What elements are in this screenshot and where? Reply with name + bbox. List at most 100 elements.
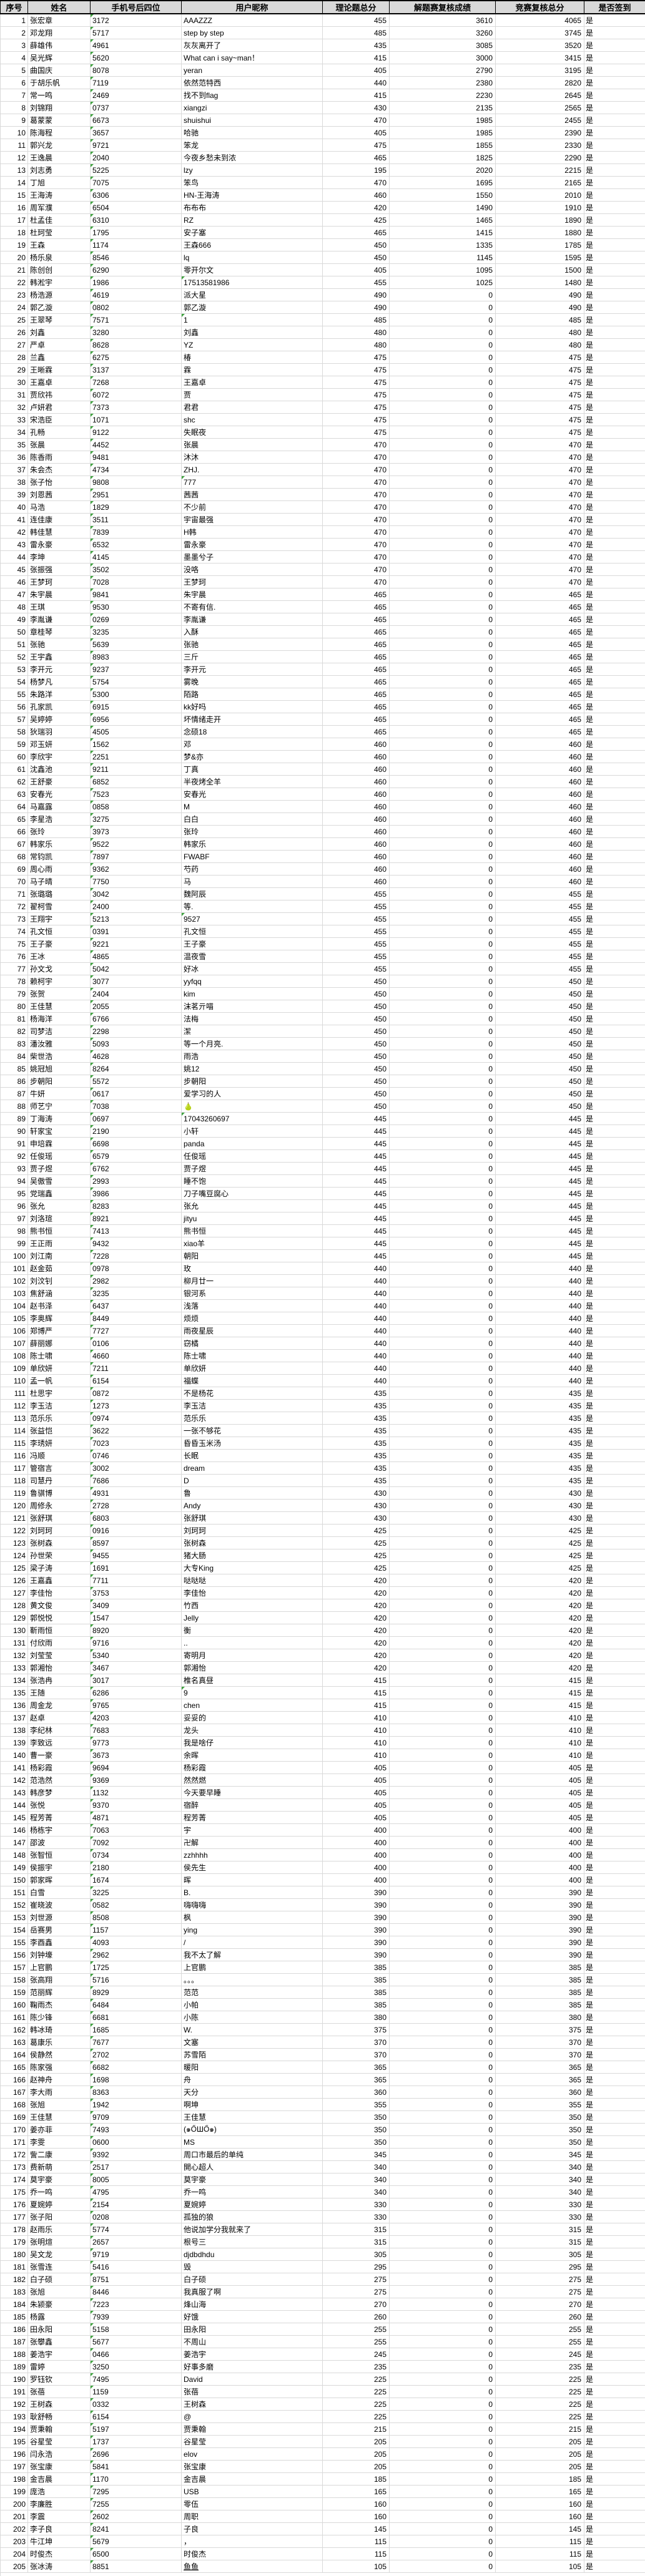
cell-signed_in[interactable]: 是 — [584, 414, 645, 426]
cell-signed_in[interactable]: 是 — [584, 426, 645, 439]
cell-theory_score[interactable]: 430 — [323, 102, 390, 114]
cell-index[interactable]: 44 — [1, 551, 28, 564]
cell-nickname[interactable]: 大专King — [182, 1562, 323, 1574]
cell-nickname[interactable]: step by step — [182, 27, 323, 39]
cell-total_score[interactable]: 410 — [496, 1749, 584, 1762]
cell-name[interactable]: 韩家乐 — [28, 838, 91, 851]
cell-nickname[interactable]: 9527 — [182, 913, 323, 925]
cell-signed_in[interactable]: 是 — [584, 2261, 645, 2273]
cell-total_score[interactable]: 355 — [496, 2099, 584, 2111]
cell-name[interactable]: 乔一鸣 — [28, 2186, 91, 2198]
cell-nickname[interactable]: 芍药 — [182, 863, 323, 876]
cell-total_score[interactable]: 2565 — [496, 102, 584, 114]
cell-theory_score[interactable]: 225 — [323, 2411, 390, 2423]
cell-signed_in[interactable]: 是 — [584, 638, 645, 651]
cell-signed_in[interactable]: 是 — [584, 326, 645, 339]
cell-theory_score[interactable]: 460 — [323, 189, 390, 202]
cell-total_score[interactable]: 450 — [496, 1100, 584, 1113]
cell-signed_in[interactable]: 是 — [584, 1262, 645, 1275]
cell-theory_score[interactable]: 465 — [323, 626, 390, 638]
cell-review_score[interactable]: 0 — [390, 1138, 496, 1150]
cell-nickname[interactable]: 啊坤 — [182, 2099, 323, 2111]
cell-phone[interactable]: 5300 — [91, 688, 182, 701]
cell-index[interactable]: 28 — [1, 351, 28, 364]
cell-name[interactable]: 朱路洋 — [28, 688, 91, 701]
cell-total_score[interactable]: 435 — [496, 1450, 584, 1462]
cell-index[interactable]: 27 — [1, 339, 28, 351]
cell-theory_score[interactable]: 465 — [323, 688, 390, 701]
cell-review_score[interactable]: 0 — [390, 588, 496, 601]
cell-review_score[interactable]: 0 — [390, 476, 496, 489]
cell-signed_in[interactable]: 是 — [584, 1562, 645, 1574]
cell-signed_in[interactable]: 是 — [584, 2498, 645, 2510]
cell-name[interactable]: 党瑞鑫 — [28, 1188, 91, 1200]
cell-review_score[interactable]: 0 — [390, 2535, 496, 2548]
cell-total_score[interactable]: 455 — [496, 925, 584, 938]
cell-index[interactable]: 22 — [1, 276, 28, 289]
cell-phone[interactable]: 3137 — [91, 364, 182, 376]
cell-theory_score[interactable]: 390 — [323, 1936, 390, 1949]
cell-signed_in[interactable]: 是 — [584, 2111, 645, 2124]
cell-total_score[interactable]: 345 — [496, 2149, 584, 2161]
cell-index[interactable]: 76 — [1, 950, 28, 963]
cell-signed_in[interactable]: 是 — [584, 464, 645, 476]
cell-theory_score[interactable]: 440 — [323, 77, 390, 89]
cell-total_score[interactable]: 435 — [496, 1437, 584, 1450]
cell-review_score[interactable]: 0 — [390, 2373, 496, 2386]
cell-index[interactable]: 24 — [1, 301, 28, 314]
cell-review_score[interactable]: 0 — [390, 2236, 496, 2248]
cell-phone[interactable]: 4795 — [91, 2186, 182, 2198]
cell-review_score[interactable]: 0 — [390, 726, 496, 738]
cell-signed_in[interactable]: 是 — [584, 351, 645, 364]
cell-name[interactable]: 孙文戈 — [28, 963, 91, 975]
cell-phone[interactable]: 7839 — [91, 526, 182, 539]
cell-name[interactable]: 赵雨乐 — [28, 2223, 91, 2236]
cell-signed_in[interactable]: 是 — [584, 451, 645, 464]
cell-review_score[interactable]: 0 — [390, 601, 496, 613]
cell-total_score[interactable]: 435 — [496, 1425, 584, 1437]
cell-theory_score[interactable]: 420 — [323, 1624, 390, 1637]
cell-phone[interactable]: 7523 — [91, 788, 182, 801]
cell-nickname[interactable]: 王子豪 — [182, 938, 323, 950]
cell-review_score[interactable]: 0 — [390, 1437, 496, 1450]
cell-review_score[interactable]: 0 — [390, 2523, 496, 2535]
cell-nickname[interactable]: 依然范特西 — [182, 77, 323, 89]
cell-nickname[interactable]: 陌路 — [182, 688, 323, 701]
cell-phone[interactable]: 9392 — [91, 2149, 182, 2161]
cell-index[interactable]: 97 — [1, 1212, 28, 1225]
cell-phone[interactable]: 6437 — [91, 1300, 182, 1312]
cell-theory_score[interactable]: 470 — [323, 114, 390, 127]
cell-review_score[interactable]: 0 — [390, 1799, 496, 1812]
cell-phone[interactable]: 3986 — [91, 1188, 182, 1200]
cell-nickname[interactable]: 椿 — [182, 351, 323, 364]
cell-signed_in[interactable]: 是 — [584, 576, 645, 588]
cell-index[interactable]: 186 — [1, 2323, 28, 2336]
cell-name[interactable]: 王舒豪 — [28, 776, 91, 788]
cell-theory_score[interactable]: 235 — [323, 2361, 390, 2373]
cell-name[interactable]: 陈香雨 — [28, 451, 91, 464]
cell-nickname[interactable]: 零开尔文 — [182, 264, 323, 276]
cell-total_score[interactable]: 445 — [496, 1113, 584, 1125]
cell-index[interactable]: 196 — [1, 2448, 28, 2461]
cell-nickname[interactable]: 孤独的狼 — [182, 2211, 323, 2223]
cell-index[interactable]: 31 — [1, 389, 28, 401]
cell-phone[interactable]: 1685 — [91, 2024, 182, 2036]
cell-phone[interactable]: 9221 — [91, 938, 182, 950]
cell-index[interactable]: 26 — [1, 326, 28, 339]
cell-theory_score[interactable]: 415 — [323, 89, 390, 102]
cell-review_score[interactable]: 0 — [390, 688, 496, 701]
cell-review_score[interactable]: 0 — [390, 2186, 496, 2198]
cell-signed_in[interactable]: 是 — [584, 888, 645, 900]
cell-theory_score[interactable]: 420 — [323, 1662, 390, 1674]
cell-phone[interactable]: 0746 — [91, 1450, 182, 1462]
cell-signed_in[interactable]: 是 — [584, 14, 645, 27]
cell-nickname[interactable]: chen — [182, 1699, 323, 1712]
cell-theory_score[interactable]: 450 — [323, 1000, 390, 1013]
cell-theory_score[interactable]: 465 — [323, 701, 390, 713]
cell-name[interactable]: 张驰 — [28, 638, 91, 651]
cell-theory_score[interactable]: 460 — [323, 788, 390, 801]
cell-index[interactable]: 146 — [1, 1824, 28, 1837]
cell-total_score[interactable]: 225 — [496, 2386, 584, 2398]
cell-review_score[interactable]: 0 — [390, 1886, 496, 1899]
cell-signed_in[interactable]: 是 — [584, 863, 645, 876]
